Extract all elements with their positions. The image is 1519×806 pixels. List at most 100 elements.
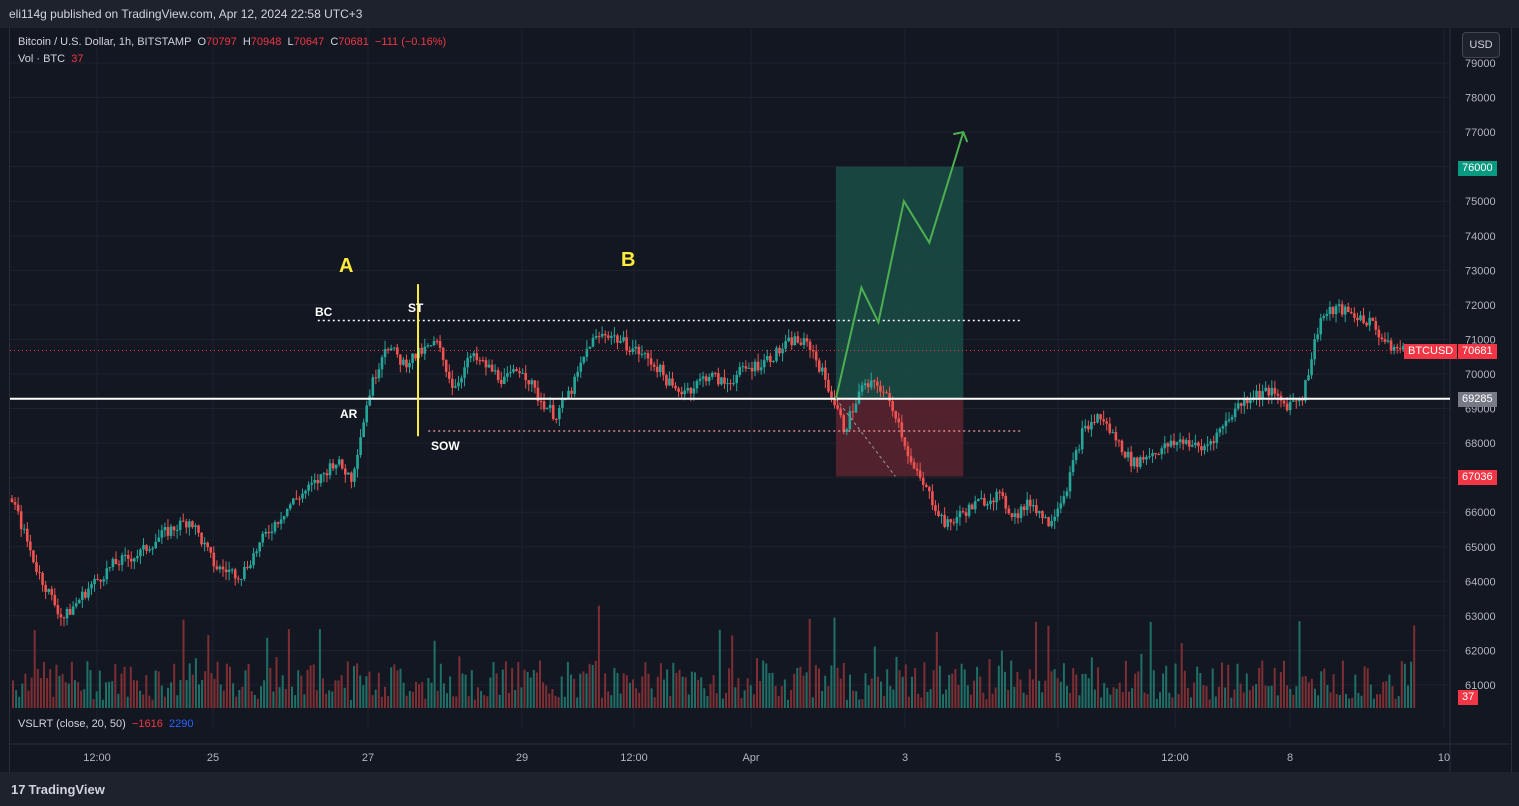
volume-bar — [1233, 689, 1236, 708]
candle-body — [1255, 390, 1258, 398]
candle-body — [769, 356, 772, 363]
volume-bar — [1326, 684, 1329, 708]
candle-body — [1071, 460, 1075, 473]
candle-body — [1126, 451, 1130, 458]
volume-bar — [359, 675, 362, 708]
candle-body — [625, 337, 628, 351]
volume-bar — [895, 656, 898, 708]
candle-body — [120, 555, 124, 565]
volume-bar — [1022, 692, 1025, 708]
volume-bar — [1100, 697, 1103, 708]
volume-bar — [861, 699, 864, 708]
volume-bar — [427, 678, 430, 708]
candle-body — [90, 584, 93, 589]
volume-bar — [638, 692, 641, 708]
candle-body — [1184, 440, 1188, 444]
volume-bar — [517, 662, 520, 708]
candle-body — [1261, 391, 1264, 399]
volume-bar — [684, 677, 687, 708]
volume-bar — [1329, 692, 1332, 708]
volume-bar — [734, 687, 737, 708]
candle-body — [136, 556, 139, 559]
volume-bar — [1307, 682, 1310, 708]
indicator-legend[interactable]: VSLRT (close, 20, 50) −1616 2290 — [18, 718, 193, 730]
target-zone[interactable] — [835, 166, 964, 399]
candle-body — [457, 382, 460, 387]
projection-path[interactable] — [834, 131, 965, 399]
candle-body — [246, 566, 249, 569]
candle-body — [778, 347, 781, 354]
tradingview-logo[interactable]: 17 TradingView — [11, 782, 105, 797]
volume-bar — [1155, 698, 1158, 708]
volume-bar — [650, 688, 653, 708]
candle-body — [313, 480, 317, 483]
candle-body — [585, 348, 589, 357]
candle-body — [970, 504, 974, 510]
volume-bar — [607, 691, 610, 708]
volume-legend[interactable]: Vol · BTC 37 — [18, 53, 84, 65]
candle-body — [707, 376, 711, 382]
volume-bar — [892, 689, 895, 708]
price-tick-label: 75000 — [1465, 196, 1496, 208]
volume-bar — [1295, 686, 1298, 708]
candle-body — [652, 364, 656, 367]
volume-bar — [554, 695, 557, 708]
candle-body — [634, 346, 638, 349]
volume-bar — [628, 682, 631, 708]
candle-body — [912, 462, 916, 469]
candle-body — [762, 360, 766, 368]
candle-body — [310, 482, 313, 485]
candle-body — [876, 381, 879, 386]
candle-body — [811, 350, 815, 352]
volume-bar — [1323, 668, 1326, 708]
volume-bar — [210, 672, 213, 708]
symbol-legend[interactable]: Bitcoin / U.S. Dollar, 1h, BITSTAMP O707… — [18, 36, 447, 48]
price-tick-label: 61000 — [1465, 680, 1496, 692]
candle-body — [172, 526, 176, 531]
candle-body — [344, 468, 347, 475]
volume-bar — [938, 665, 941, 708]
candle-body — [821, 367, 824, 372]
candle-body — [288, 504, 292, 509]
volume-bar — [1103, 683, 1106, 708]
volume-bar — [706, 696, 709, 708]
candle-body — [1068, 472, 1072, 492]
candle-body — [487, 364, 491, 368]
volume-bar — [1211, 668, 1214, 708]
volume-bar — [703, 688, 706, 708]
volume-bar — [1276, 695, 1279, 708]
volume-bar — [808, 618, 811, 708]
volume-bar — [1332, 674, 1335, 708]
candle-body — [515, 369, 518, 372]
candle-body — [744, 366, 748, 369]
volume-bar — [1221, 662, 1223, 708]
candle-body — [38, 571, 41, 573]
candle-body — [298, 498, 301, 500]
price-chart[interactable]: 79000 78000 77000 76000 75000 74000 73000 72000… — [0, 28, 1519, 772]
low-value: 70647 — [293, 36, 325, 48]
candle-body — [411, 353, 414, 363]
volume-bar — [870, 678, 873, 708]
candle-body — [613, 335, 616, 337]
volume-bar — [80, 690, 83, 708]
candle-body — [1258, 390, 1261, 399]
candle-body — [521, 372, 524, 374]
volume-bar — [368, 671, 371, 708]
volume-bar — [858, 699, 861, 708]
candle-body — [206, 542, 209, 548]
currency-button[interactable]: USD — [1462, 32, 1500, 58]
candle-body — [307, 484, 310, 491]
candle-body — [432, 341, 436, 346]
volume-bar — [1239, 683, 1242, 708]
volume-bar — [839, 678, 842, 708]
volume-bar — [86, 661, 89, 708]
candle-body — [561, 398, 564, 408]
candle-body — [1059, 503, 1063, 509]
volume-bar — [281, 675, 284, 708]
candle-body — [1160, 448, 1164, 455]
candle-body — [1181, 439, 1185, 444]
candle-body — [13, 502, 17, 505]
volume-bar — [1394, 698, 1397, 708]
candle-body — [395, 347, 399, 355]
volume-bar — [142, 694, 145, 708]
